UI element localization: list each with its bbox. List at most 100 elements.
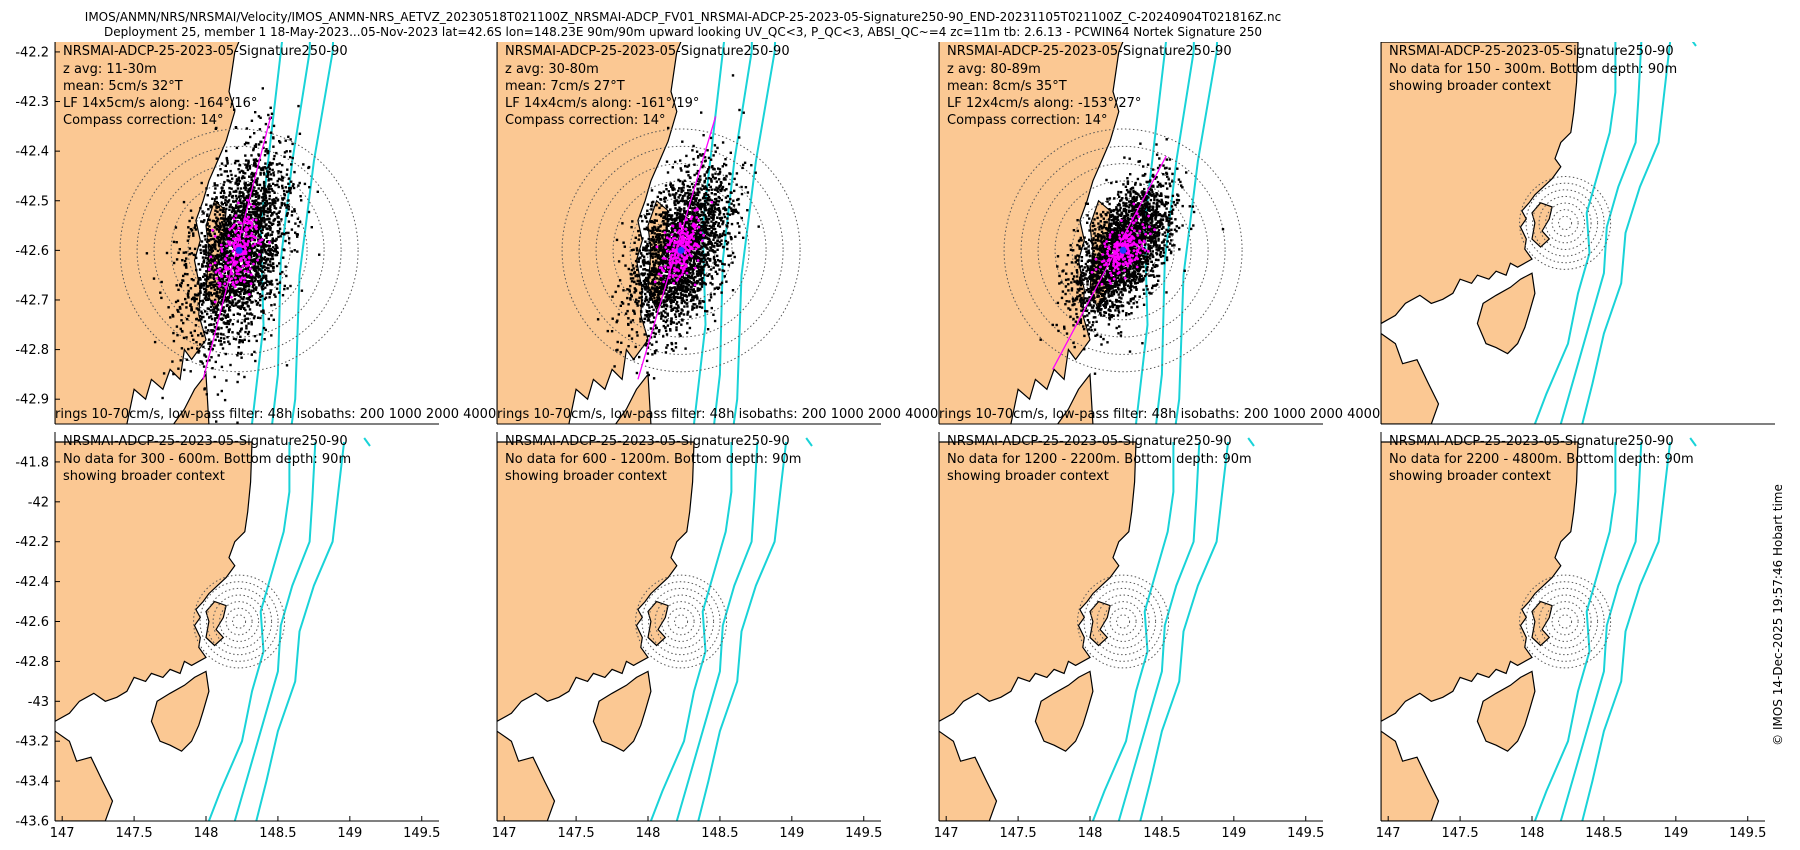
scatter-point — [246, 246, 250, 249]
scatter-point — [218, 222, 222, 225]
scatter-point — [658, 233, 662, 237]
scatter-point — [207, 239, 210, 242]
scatter-point — [205, 359, 209, 363]
scatter-point — [635, 331, 639, 334]
scatter-point — [681, 287, 684, 290]
scatter-point — [246, 237, 250, 240]
scatter-point — [698, 199, 701, 202]
scatter-point — [318, 253, 321, 256]
scatter-point — [735, 183, 738, 186]
scatter-point — [258, 304, 262, 307]
scatter-point — [209, 252, 212, 255]
scatter-point — [684, 210, 688, 213]
scatter-point — [234, 199, 238, 203]
scatter-point — [643, 268, 647, 271]
scatter-point — [261, 243, 264, 246]
scatter-point — [186, 294, 190, 297]
scatter-point — [267, 244, 270, 247]
scatter-point — [284, 265, 287, 268]
scatter-point — [651, 353, 654, 356]
scatter-point — [686, 192, 689, 195]
scatter-point — [704, 258, 707, 261]
scatter-point — [271, 189, 274, 193]
scatter-point — [679, 283, 682, 287]
scatter-point — [652, 316, 656, 319]
scatter-point — [713, 227, 717, 231]
scatter-point — [262, 270, 265, 274]
scatter-point — [268, 244, 271, 248]
scatter-point — [244, 186, 248, 189]
scatter-point — [660, 315, 663, 318]
lowpass-point — [237, 220, 241, 224]
scatter-point — [238, 306, 241, 309]
isobath-1 — [250, 42, 283, 424]
scatter-point — [735, 210, 738, 213]
scatter-point — [251, 199, 254, 203]
scatter-point — [653, 301, 657, 304]
scatter-point — [215, 420, 218, 423]
scatter-point — [293, 208, 296, 211]
scatter-point — [639, 256, 642, 259]
scatter-point — [223, 180, 226, 184]
scatter-point — [233, 190, 237, 193]
scatter-point — [243, 314, 246, 318]
scatter-point — [273, 218, 276, 222]
scatter-point — [285, 173, 289, 176]
scatter-point — [666, 239, 669, 243]
scatter-point — [211, 266, 214, 269]
scatter-point — [664, 300, 667, 303]
lowpass-point — [232, 237, 235, 241]
scatter-point — [203, 320, 207, 323]
scatter-point — [698, 271, 702, 274]
scatter-point — [254, 252, 258, 256]
scatter-point — [205, 293, 208, 296]
scatter-point — [225, 278, 228, 282]
scatter-point — [666, 344, 669, 347]
scatter-point — [200, 220, 203, 223]
scatter-point — [169, 316, 172, 319]
scatter-point — [274, 239, 277, 243]
scatter-point — [185, 318, 189, 321]
scatter-point — [160, 280, 163, 284]
scatter-point — [234, 174, 237, 178]
scatter-point — [677, 264, 681, 267]
scatter-point — [182, 274, 185, 278]
scatter-point — [225, 282, 228, 285]
scatter-point — [270, 334, 273, 337]
scatter-point — [240, 177, 244, 180]
scatter-point — [244, 198, 248, 201]
scatter-point — [662, 220, 665, 223]
scatter-point — [248, 224, 251, 227]
scatter-point — [221, 290, 224, 293]
scatter-point — [718, 234, 721, 237]
scatter-point — [248, 270, 251, 273]
scatter-point — [287, 186, 291, 190]
scatter-point — [237, 373, 240, 376]
scatter-point — [253, 283, 256, 287]
scatter-point — [617, 260, 621, 263]
scatter-point — [693, 215, 696, 218]
scatter-point — [205, 223, 209, 227]
scatter-point — [660, 245, 663, 248]
scatter-point — [189, 209, 193, 212]
scatter-point — [247, 330, 251, 334]
scatter-point — [210, 356, 213, 359]
scatter-point — [225, 217, 228, 221]
scatter-point — [671, 242, 674, 245]
scatter-point — [645, 279, 648, 283]
scatter-point — [228, 205, 231, 208]
scatter-point — [263, 242, 266, 246]
scatter-point — [197, 302, 200, 305]
scatter-point — [223, 259, 226, 263]
scatter-point — [648, 313, 651, 316]
scatter-point — [183, 272, 187, 276]
scatter-point — [706, 253, 709, 256]
scatter-point — [670, 230, 674, 234]
scatter-point — [262, 136, 265, 139]
scatter-point — [192, 278, 195, 282]
scatter-point — [277, 230, 281, 233]
scatter-point — [672, 294, 676, 297]
scatter-point — [627, 303, 630, 306]
scatter-point — [203, 273, 206, 276]
scatter-point — [717, 167, 720, 170]
